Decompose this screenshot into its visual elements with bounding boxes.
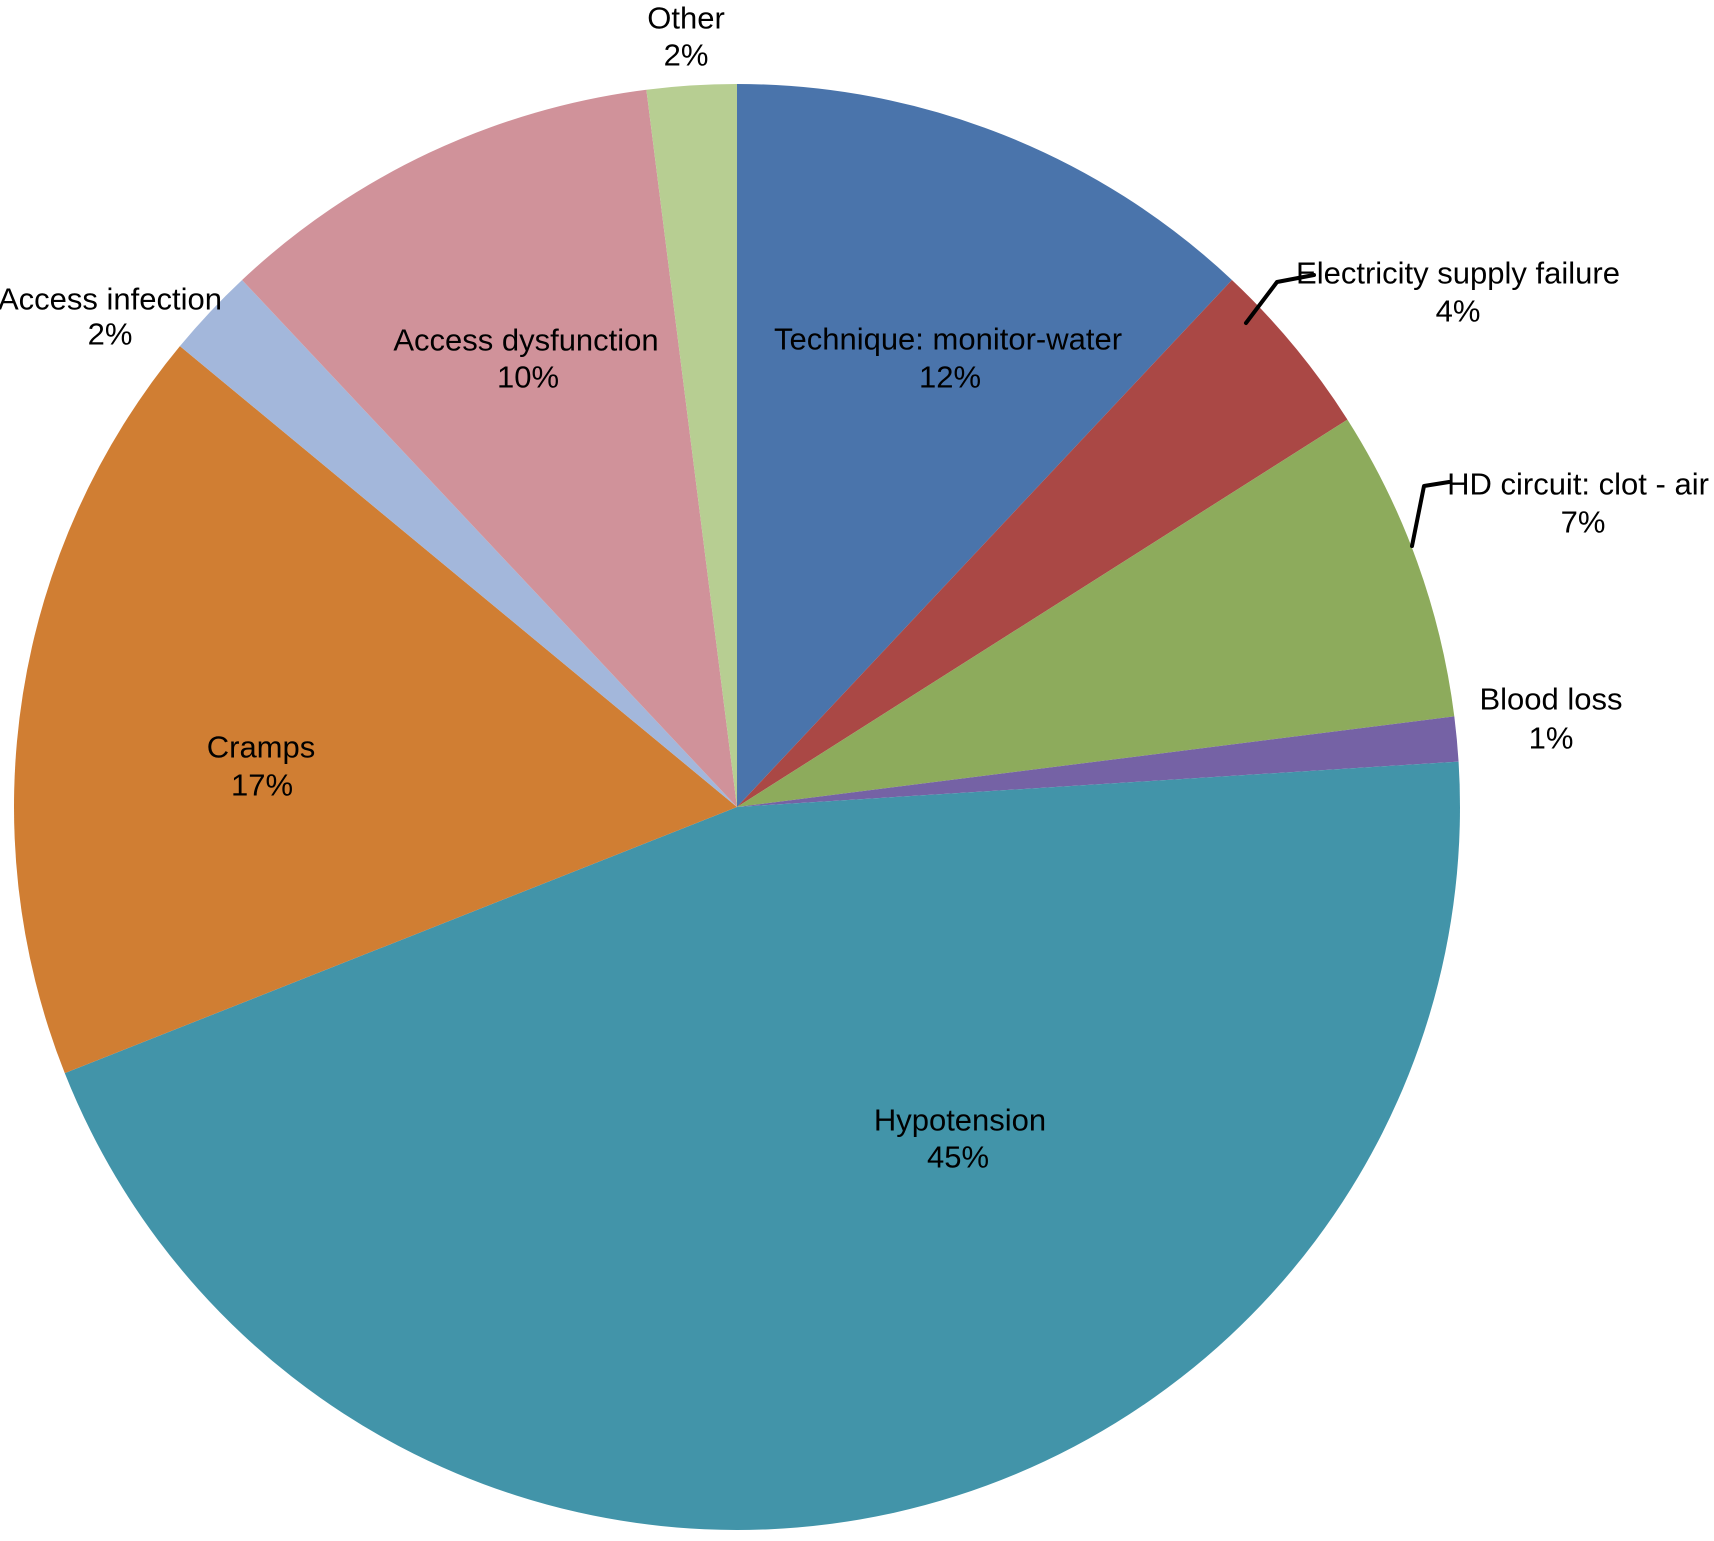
slice-label-other: Other <box>647 1 725 36</box>
pie-slices-group <box>13 84 1460 1530</box>
slice-label-access-infection: Access infection <box>0 282 222 317</box>
slice-percentage-technique-monitor-water: 12% <box>919 360 981 395</box>
slice-label-cramps: Cramps <box>207 730 316 765</box>
slice-percentage-cramps: 17% <box>231 768 293 803</box>
slice-percentage-other: 2% <box>664 38 709 73</box>
pie-slice-access-infection <box>179 279 738 808</box>
pie-slice-hd-circuit-clot-air <box>737 419 1455 807</box>
slice-percentage-electricity-supply-failure: 4% <box>1436 294 1481 329</box>
slice-label-access-dysfunction: Access dysfunction <box>393 323 658 358</box>
slice-percentage-blood-loss: 1% <box>1529 721 1574 756</box>
slice-percentage-access-infection: 2% <box>88 317 133 352</box>
slice-percentage-hd-circuit-clot-air: 7% <box>1561 505 1606 540</box>
pie-slice-access-dysfunction <box>242 89 737 807</box>
pie-slice-other <box>646 84 737 807</box>
leader-line-hd-circuit-clot-air <box>1410 480 1451 548</box>
pie-slice-blood-loss <box>737 716 1459 807</box>
slice-label-hypotension: Hypotension <box>874 1103 1046 1138</box>
slice-percentage-access-dysfunction: 10% <box>497 360 559 395</box>
slice-label-electricity-supply-failure: Electricity supply failure <box>1296 256 1620 291</box>
slice-label-technique-monitor-water: Technique: monitor-water <box>774 322 1122 357</box>
pie-slice-electricity-supply-failure <box>737 279 1348 808</box>
leader-line-electricity-supply-failure <box>1244 273 1316 325</box>
pie-slice-hypotension <box>64 761 1460 1530</box>
slice-percentage-hypotension: 45% <box>927 1140 989 1175</box>
slice-label-blood-loss: Blood loss <box>1479 682 1622 717</box>
pie-slice-cramps <box>13 346 738 1074</box>
slice-label-hd-circuit-clot-air: HD circuit: clot - air <box>1447 467 1709 502</box>
leader-lines-group <box>1244 273 1451 548</box>
pie-slice-technique-monitor-water <box>737 84 1232 807</box>
